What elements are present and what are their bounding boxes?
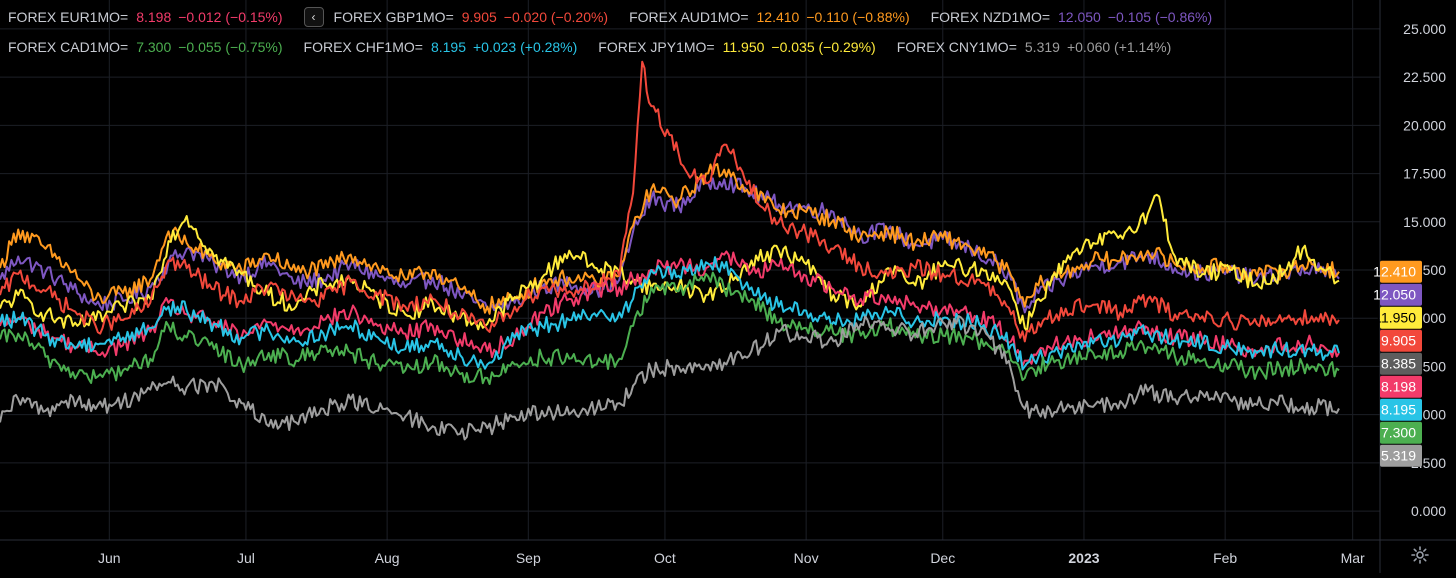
price-label-bg	[1380, 421, 1422, 444]
x-tick-label: 2023	[1068, 550, 1099, 566]
time-axis[interactable]: Jun Jul Aug Sep Oct Nov Dec 2023 Feb Mar	[0, 539, 1456, 566]
x-tick-label: Sep	[516, 550, 541, 566]
legend-name: FOREX JPY1MO=	[598, 39, 715, 55]
price-label-text: 8.195	[1381, 402, 1416, 418]
legend-name: FOREX EUR1MO=	[8, 9, 129, 25]
x-tick-label: Mar	[1341, 550, 1365, 566]
x-tick-label: Oct	[654, 550, 676, 566]
y-tick-label: 25.000	[1403, 21, 1446, 37]
series-line-forex-cny1mo-	[0, 315, 1340, 441]
price-label-bg	[1380, 375, 1422, 398]
legend-change: −0.035 (−0.29%)	[771, 39, 876, 55]
legend-name: FOREX NZD1MO=	[930, 9, 1051, 25]
legend-value: 11.950	[722, 39, 765, 55]
legend-name: FOREX CHF1MO=	[303, 39, 423, 55]
series-line-forex-gbp1mo-	[0, 60, 1340, 343]
price-label: 12.050	[1373, 283, 1422, 306]
legend-value: 8.195	[430, 39, 466, 55]
price-label-bg	[1380, 306, 1422, 329]
y-tick-label: 22.500	[1403, 69, 1446, 85]
y-tick-label: 15.000	[1403, 214, 1446, 230]
chevron-left-icon[interactable]: ‹	[303, 7, 324, 27]
price-label-text: 8.385	[1381, 356, 1416, 372]
price-label-text: 7.300	[1381, 425, 1416, 441]
legend-change: −0.020 (−0.20%)	[503, 9, 609, 25]
legend-change: −0.105 (−0.86%)	[1107, 9, 1213, 25]
price-label-bg	[1380, 352, 1422, 375]
x-tick-label: Jun	[98, 550, 121, 566]
price-label-text: 5.319	[1381, 448, 1416, 464]
legend-item-nzd[interactable]: FOREX NZD1MO= 12.050 −0.105 (−0.86%)	[931, 7, 1220, 27]
legend-change: −0.110 (−0.88%)	[806, 9, 910, 25]
legend-change: −0.055 (−0.75%)	[178, 39, 283, 55]
legend-value: 9.905	[461, 9, 497, 25]
y-tick-label: 20.000	[1403, 117, 1446, 133]
price-label: 9.905	[1380, 329, 1422, 352]
legend-item-cny[interactable]: FOREX CNY1MO= 5.319 +0.060 (+1.14%)	[897, 37, 1179, 57]
legend-value: 12.050	[1058, 9, 1101, 25]
price-label: 12.410	[1373, 260, 1422, 283]
legend-change: +0.023 (+0.28%)	[473, 39, 578, 55]
x-tick-label: Nov	[794, 550, 819, 566]
legend-item-gbp[interactable]: FOREX GBP1MO= 9.905 −0.020 (−0.20%)	[334, 7, 616, 27]
legend-item-aud[interactable]: FOREX AUD1MO= 12.410 −0.110 (−0.88%)	[629, 7, 917, 27]
legend-item-chf[interactable]: FOREX CHF1MO= 8.195 +0.023 (+0.28%)	[304, 37, 585, 57]
price-label-bg	[1380, 260, 1422, 283]
y-tick-label: 0.000	[1411, 503, 1446, 519]
price-label-text: 11.950	[1374, 310, 1416, 326]
price-label-bg	[1380, 329, 1422, 352]
legend-change: +0.060 (+1.14%)	[1066, 39, 1172, 55]
price-label: 5.319	[1380, 444, 1422, 467]
series-line-forex-jpy1mo-	[0, 193, 1340, 333]
gear-icon[interactable]	[1410, 545, 1430, 565]
legend-item-jpy[interactable]: FOREX JPY1MO= 11.950 −0.035 (−0.29%)	[598, 37, 882, 57]
price-label-bg	[1380, 398, 1422, 421]
price-label: 8.195	[1380, 398, 1422, 421]
price-label-bg	[1380, 444, 1422, 467]
legend-value: 8.198	[136, 9, 172, 25]
price-label-text: 9.905	[1381, 333, 1416, 349]
price-label-text: 8.198	[1381, 379, 1416, 395]
series-line-forex-aud1mo-	[0, 163, 1340, 315]
legend-name: FOREX AUD1MO=	[629, 9, 749, 25]
legend-change: −0.012 (−0.15%)	[178, 9, 283, 25]
series-line-forex-chf1mo-	[0, 256, 1340, 371]
series-lines	[0, 60, 1340, 441]
legend-name: FOREX GBP1MO=	[333, 9, 454, 25]
legend-item-cad[interactable]: FOREX CAD1MO= 7.300 −0.055 (−0.75%)	[8, 37, 290, 57]
price-label-text: 12.410	[1373, 264, 1416, 280]
price-label: 8.385	[1380, 352, 1422, 375]
price-label-text: 12.050	[1373, 287, 1416, 303]
x-tick-label: Feb	[1213, 550, 1237, 566]
price-label-bg	[1380, 283, 1422, 306]
legend-row-1: FOREX EUR1MO= 8.198 −0.012 (−0.15%) ‹ FO…	[8, 7, 1233, 27]
legend-name: FOREX CAD1MO=	[8, 39, 129, 55]
legend-name: FOREX CNY1MO=	[896, 39, 1017, 55]
series-line-forex-cad1mo-	[0, 271, 1340, 385]
legend-value: 5.319	[1024, 39, 1060, 55]
x-tick-label: Jul	[237, 550, 255, 566]
price-label: 7.300	[1380, 421, 1422, 444]
x-tick-label: Dec	[930, 550, 955, 566]
legend-item-eur[interactable]: FOREX EUR1MO= 8.198 −0.012 (−0.15%)	[8, 7, 290, 27]
price-labels: 12.410 12.050 11.950 9.905 8.385 8.198 8.195 7.…	[1373, 260, 1422, 467]
legend-value: 12.410	[756, 9, 800, 25]
legend-value: 7.300	[136, 39, 172, 55]
y-tick-label: 17.500	[1403, 166, 1446, 182]
legend-row-2: FOREX CAD1MO= 7.300 −0.055 (−0.75%) FORE…	[8, 37, 1192, 57]
x-tick-label: Aug	[375, 550, 400, 566]
price-label: 11.950	[1374, 306, 1422, 329]
price-label: 8.198	[1380, 375, 1422, 398]
